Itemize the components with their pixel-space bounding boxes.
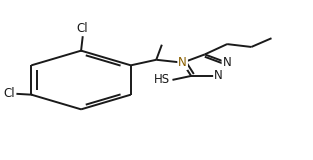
- Text: HS: HS: [154, 73, 170, 86]
- Text: Cl: Cl: [77, 22, 89, 35]
- Text: N: N: [178, 56, 187, 69]
- Text: N: N: [214, 69, 223, 82]
- Text: N: N: [223, 56, 231, 69]
- Text: Cl: Cl: [3, 87, 15, 100]
